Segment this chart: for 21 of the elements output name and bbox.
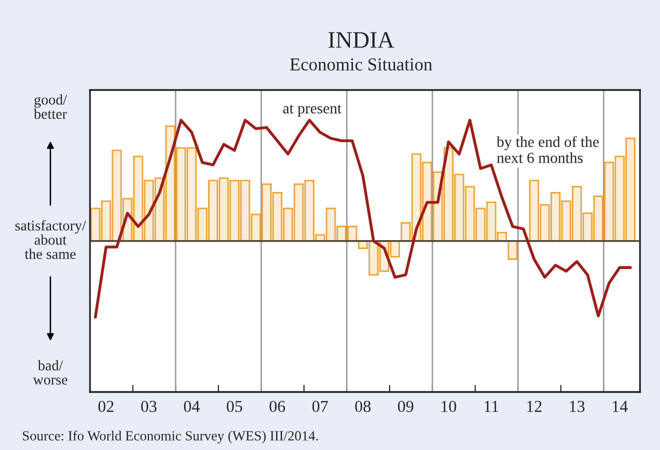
x-tick-label: 11 (484, 400, 498, 412)
source-note: Source: Ifo World Economic Survey (WES) III/2014. (22, 430, 318, 444)
text: satisfactory/ about the same (15, 220, 86, 259)
x-tick-label: 07 (312, 400, 328, 412)
x-tick-label: 09 (398, 400, 414, 412)
x-tick-label: 04 (184, 400, 200, 412)
x-tick-label: 02 (98, 400, 114, 412)
x-tick-label: 12 (527, 400, 542, 412)
text: good/ better (34, 94, 68, 119)
x-tick-label: 03 (141, 400, 157, 412)
chart-subtitle: Economic Situation (290, 58, 432, 71)
x-tick-label: 06 (270, 400, 286, 412)
text: bad/ worse (33, 360, 68, 385)
x-tick-label: 14 (612, 400, 628, 412)
x-tick-label: 08 (355, 400, 371, 412)
x-tick-label: 10 (442, 400, 456, 412)
x-tick-label: 13 (570, 400, 585, 412)
series-label: at present (283, 104, 342, 117)
series-label: by the end of the next 6 months (496, 136, 599, 163)
chart-title: INDIA (328, 32, 394, 48)
x-tick-label: 05 (226, 400, 242, 412)
